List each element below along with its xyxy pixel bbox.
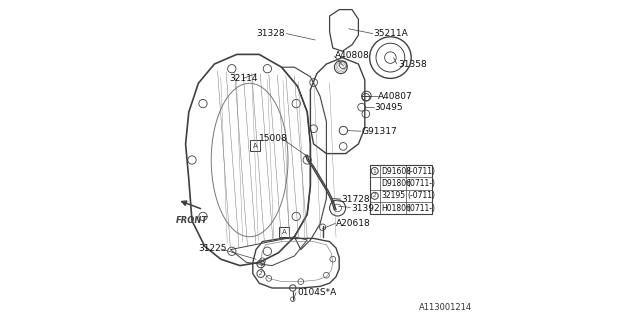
Text: 31328: 31328	[256, 29, 285, 38]
Text: D91806: D91806	[381, 179, 412, 188]
Text: (0711-): (0711-)	[408, 204, 436, 213]
Text: 31728: 31728	[342, 195, 371, 204]
Text: 1: 1	[259, 261, 263, 267]
Text: 0104S*A: 0104S*A	[297, 288, 336, 297]
Text: 2: 2	[259, 271, 262, 276]
Bar	[370, 165, 432, 214]
Text: (-0711): (-0711)	[408, 191, 436, 200]
Text: 2: 2	[373, 193, 376, 198]
Text: 32114: 32114	[229, 74, 257, 83]
Text: (0711-): (0711-)	[408, 179, 436, 188]
Text: D91608: D91608	[381, 166, 412, 175]
Text: FRONT: FRONT	[176, 216, 208, 225]
Text: A: A	[253, 143, 257, 148]
Text: A20618: A20618	[336, 220, 371, 228]
Text: A40808: A40808	[335, 51, 370, 60]
Text: (-0711): (-0711)	[408, 166, 436, 175]
Text: A113001214: A113001214	[419, 303, 472, 312]
Text: G91317: G91317	[362, 127, 397, 136]
Text: H01806: H01806	[381, 204, 412, 213]
Text: 32195: 32195	[381, 191, 406, 200]
Text: 15008: 15008	[259, 134, 288, 143]
Text: 1: 1	[372, 169, 377, 173]
Text: 31358: 31358	[398, 60, 427, 68]
Text: 31225: 31225	[198, 244, 227, 253]
Text: A: A	[282, 229, 286, 235]
Text: 35211A: 35211A	[374, 29, 408, 38]
Text: 30495: 30495	[374, 103, 403, 112]
Text: 31392: 31392	[351, 204, 380, 212]
Text: A40807: A40807	[378, 92, 413, 100]
